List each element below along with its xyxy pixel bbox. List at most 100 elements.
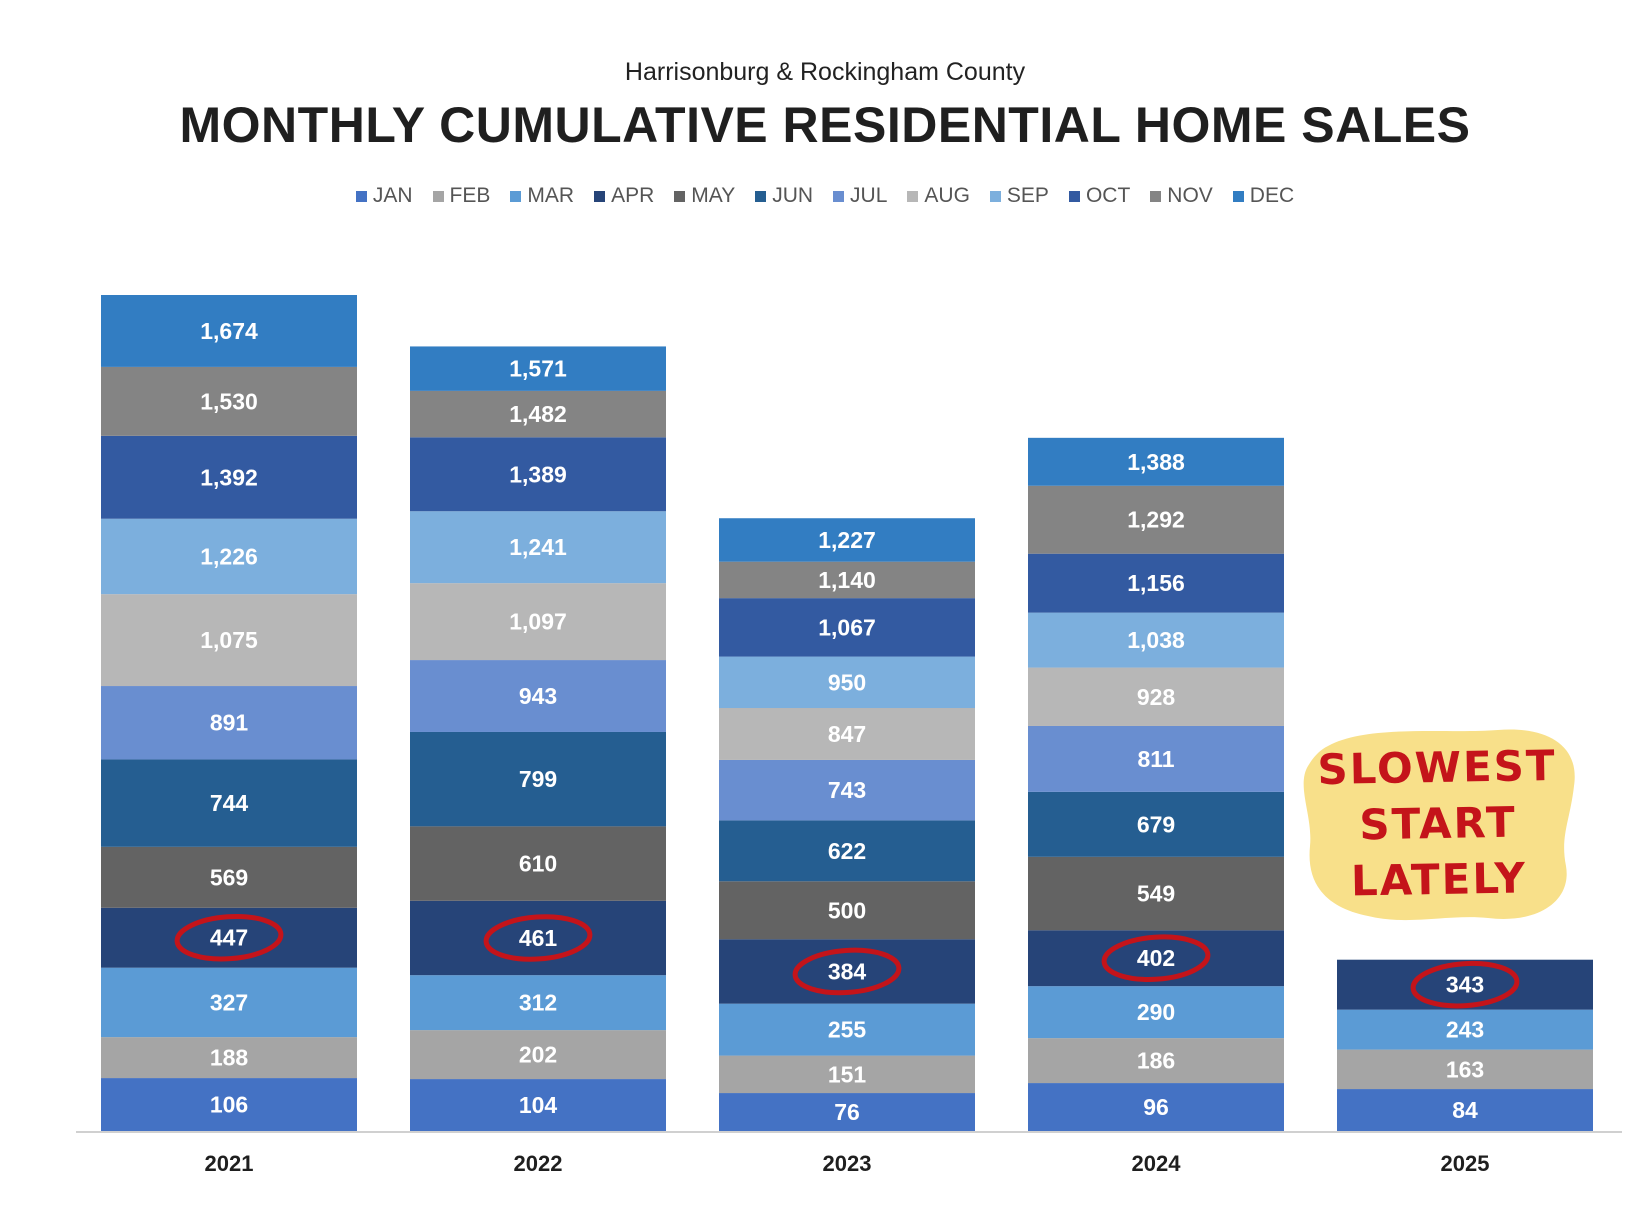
highlight-circle [483, 914, 593, 962]
data-label: 1,292 [1127, 507, 1185, 533]
chart-subtitle: Harrisonburg & Rockingham County [624, 58, 1026, 86]
data-label: 569 [210, 864, 248, 890]
data-label: 679 [1137, 811, 1175, 837]
data-label: 163 [1446, 1056, 1484, 1082]
data-label: 151 [828, 1061, 867, 1087]
data-label: 76 [834, 1099, 860, 1125]
data-label: 891 [210, 710, 249, 736]
data-label: 1,226 [200, 543, 258, 569]
bar-segment-2023-sep [719, 656, 975, 709]
bar-segment-2024-may [1028, 856, 1284, 931]
bar-segment-2025-apr [1337, 959, 1593, 1010]
data-label: 327 [210, 989, 248, 1015]
x-tick-label: 2023 [823, 1151, 872, 1176]
legend-item-mar: MAR [510, 184, 574, 208]
bar-segment-2021-jul [101, 686, 357, 760]
data-label: 1,067 [818, 614, 876, 640]
bar-segment-2022-mar [410, 975, 666, 1031]
legend-swatch [1150, 190, 1162, 202]
data-label: 1,156 [1127, 570, 1185, 596]
legend-item-jun: JUN [755, 184, 813, 208]
bar-segment-2023-jun [719, 820, 975, 882]
data-label: 943 [519, 683, 557, 709]
legend-item-jul: JUL [833, 184, 887, 208]
legend-item-nov: NOV [1150, 184, 1213, 208]
data-label: 104 [519, 1092, 558, 1118]
data-label: 461 [519, 925, 558, 951]
legend-swatch [907, 190, 919, 202]
data-label: 1,530 [200, 388, 258, 414]
bar-segment-2021-jan [101, 1078, 357, 1131]
legend-label: NOV [1167, 184, 1213, 207]
legend-label: JUN [772, 184, 814, 207]
note-line-3: LATELY [1350, 853, 1528, 906]
legend-item-sep: SEP [989, 184, 1049, 208]
data-label: 1,075 [200, 627, 258, 653]
bar-segment-2022-sep [410, 511, 666, 584]
bar-segment-2024-jan [1028, 1083, 1284, 1131]
data-label: 255 [828, 1017, 867, 1043]
data-label: 549 [1137, 881, 1175, 907]
legend-swatch [755, 190, 767, 202]
data-label: 402 [1137, 945, 1175, 971]
legend-label: JUL [850, 184, 888, 207]
data-label: 202 [519, 1042, 557, 1068]
note-background [1303, 729, 1575, 921]
bar-segment-2022-may [410, 826, 666, 901]
bar-segment-2023-nov [719, 561, 975, 599]
bar-segment-2021-nov [101, 366, 357, 436]
legend-swatch [355, 190, 367, 202]
note-text: SLOWEST START LATELY [1297, 738, 1580, 911]
bar-segment-2022-jun [410, 731, 666, 827]
note-line-2: START [1358, 797, 1518, 850]
data-label: 290 [1137, 999, 1175, 1025]
legend-swatch [510, 190, 522, 202]
data-label: 84 [1452, 1097, 1478, 1123]
bar-segment-2022-feb [410, 1030, 666, 1080]
bar-segment-2023-aug [719, 708, 975, 760]
data-label: 799 [519, 766, 557, 792]
chart-legend: JAN FEB MAR APR MAY JUN JUL AUG SEP OCT NOV DEC [0, 184, 1650, 208]
x-tick-label: 2024 [1132, 1151, 1182, 1176]
legend-label: OCT [1085, 184, 1131, 207]
data-label: 96 [1143, 1094, 1169, 1120]
legend-swatch [833, 190, 845, 202]
legend-swatch [594, 190, 606, 202]
legend-item-jan: JAN [355, 184, 413, 208]
data-label: 950 [828, 669, 866, 695]
data-label: 1,482 [509, 401, 567, 427]
data-label: 610 [519, 851, 557, 877]
data-label: 188 [210, 1045, 249, 1071]
data-label: 622 [828, 838, 866, 864]
data-label: 1,674 [200, 318, 258, 344]
legend-swatch [1232, 190, 1244, 202]
data-label: 312 [519, 990, 557, 1016]
bar-segment-2025-mar [1337, 1009, 1593, 1050]
bar-segment-2021-may [101, 846, 357, 908]
data-label: 500 [828, 897, 866, 923]
legend-item-apr: APR [594, 184, 654, 208]
x-tick-label: 2021 [205, 1151, 254, 1176]
bar-segment-2021-sep [101, 518, 357, 595]
data-label: 1,140 [818, 567, 876, 593]
data-label: 1,227 [818, 527, 876, 553]
data-label: 744 [210, 790, 249, 816]
data-label: 447 [210, 925, 248, 951]
chart-title: MONTHLY CUMULATIVE RESIDENTIAL HOME SALE… [179, 97, 1471, 153]
bar-segment-2024-nov [1028, 485, 1284, 554]
x-tick-label: 2025 [1441, 1151, 1490, 1176]
bar-segment-2024-sep [1028, 612, 1284, 668]
legend-item-may: MAY [674, 184, 735, 208]
data-label: 106 [210, 1092, 248, 1118]
bar-segment-2021-mar [101, 967, 357, 1038]
legend-label: DEC [1249, 184, 1295, 207]
data-label: 1,038 [1127, 627, 1185, 653]
data-label: 743 [828, 777, 866, 803]
bar-segment-2025-feb [1337, 1049, 1593, 1090]
x-tick-label: 2022 [514, 1151, 563, 1176]
data-label: 811 [1137, 746, 1174, 772]
data-label: 1,389 [509, 461, 567, 487]
bar-segment-2024-jul [1028, 725, 1284, 792]
data-label: 847 [828, 721, 866, 747]
data-label: 1,388 [1127, 449, 1185, 475]
